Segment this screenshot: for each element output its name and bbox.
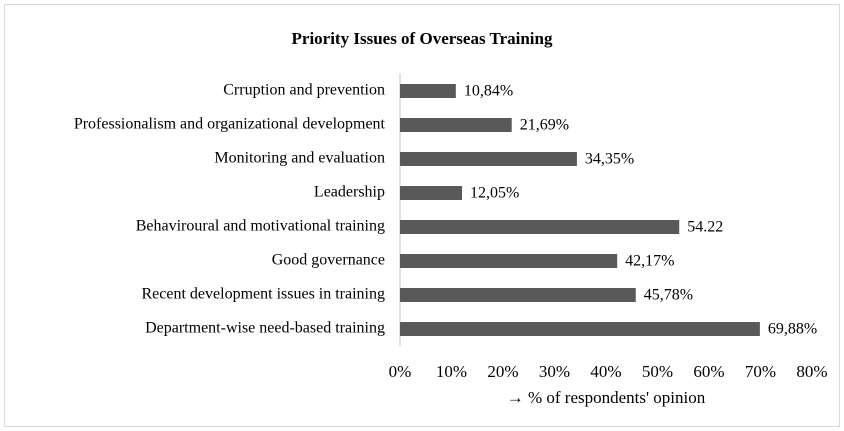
y-tick-label: Department-wise need-based training [145,320,385,337]
value-label: 42,17% [625,253,674,270]
x-tick-label: 60% [693,362,724,381]
bar [400,118,512,132]
value-label: 10,84% [464,83,513,100]
bar [400,288,636,302]
y-tick-label: Leadership [314,184,385,201]
y-tick-label: Crruption and prevention [223,82,385,99]
value-label: 21,69% [520,117,569,134]
y-tick-label: Good governance [272,252,385,269]
value-label: 54.22 [687,219,723,236]
chart-title: Priority Issues of Overseas Training [292,29,553,48]
value-label: 45,78% [644,287,693,304]
x-tick-label: 0% [389,362,412,381]
bar [400,84,456,98]
x-tick-label: 10% [436,362,467,381]
value-label: 34,35% [585,151,634,168]
x-axis-label: → % of respondents' opinion [507,388,706,407]
y-tick-label: Professionalism and organizational devel… [74,116,386,133]
bar [400,322,760,336]
bar [400,220,680,234]
value-label: 12,05% [470,185,519,202]
bar [400,254,618,268]
x-tick-label: 80% [796,362,827,381]
x-tick-label: 20% [487,362,518,381]
x-tick-label: 30% [539,362,570,381]
x-tick-label: 50% [642,362,673,381]
x-tick-label: 40% [590,362,621,381]
y-tick-label: Recent development issues in training [142,286,386,303]
x-tick-label: 70% [745,362,776,381]
bar [400,186,463,200]
bar [400,152,577,166]
chart-frame [4,4,840,427]
value-label: 69,88% [768,321,817,338]
y-tick-label: Behaviroural and motivational training [136,218,385,235]
y-tick-label: Monitoring and evaluation [214,150,385,167]
